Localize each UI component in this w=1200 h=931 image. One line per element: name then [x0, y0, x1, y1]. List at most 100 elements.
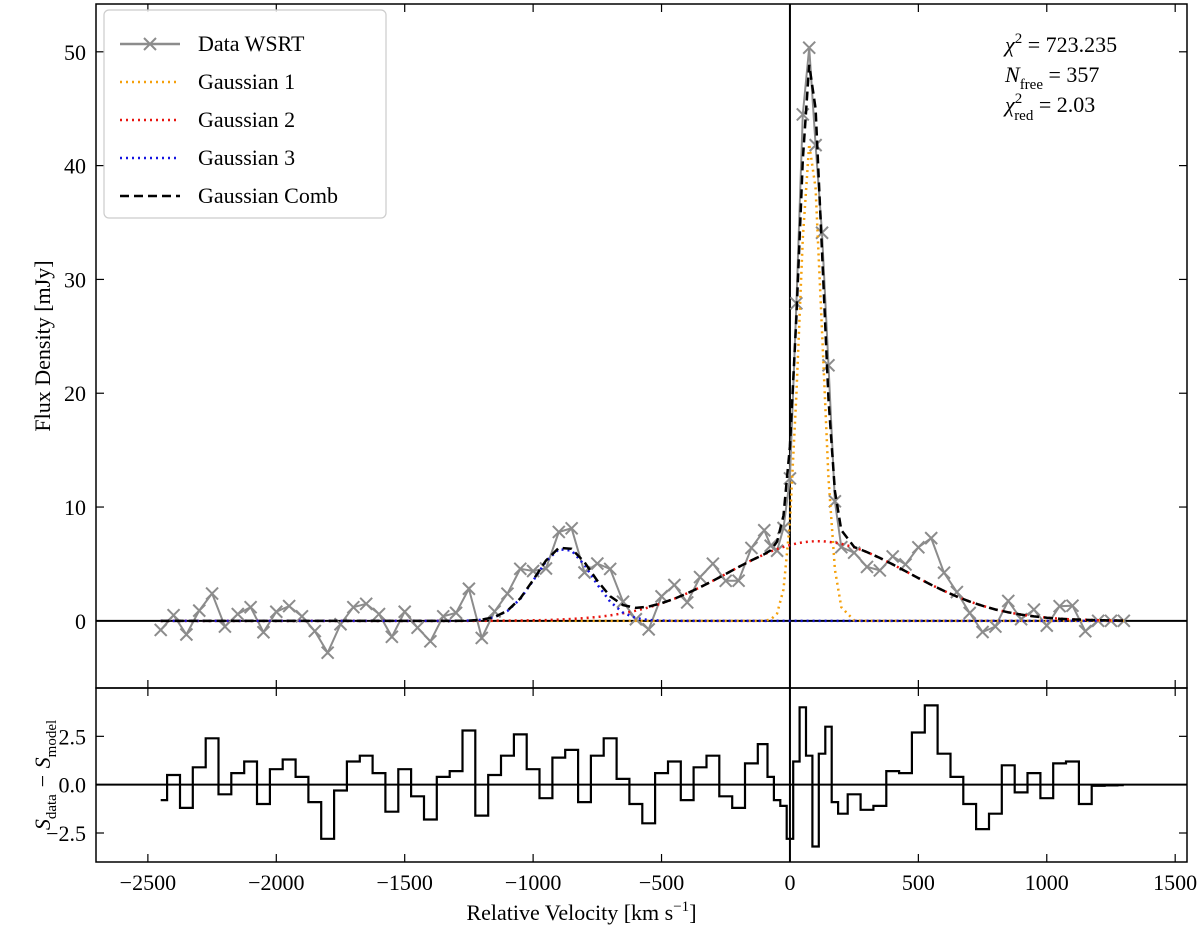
data-marker [231, 607, 245, 621]
data-marker [256, 625, 271, 639]
data-marker [166, 608, 181, 622]
data-marker [744, 541, 759, 555]
subscript: model [44, 720, 60, 758]
series-line [160, 539, 1124, 623]
data-marker [1040, 618, 1054, 633]
axes-frame [95, 687, 1188, 863]
data-marker [449, 606, 463, 620]
data-marker [860, 560, 874, 574]
data-marker [359, 597, 373, 611]
x-tick-label: −2500 [120, 870, 176, 895]
data-marker [629, 612, 643, 626]
data-marker [680, 595, 694, 610]
y-tick-label: 10 [64, 495, 86, 520]
legend-label: Gaussian Comb [198, 183, 338, 208]
legend-label: Gaussian 1 [198, 69, 295, 94]
x-tick-label: −1500 [376, 870, 432, 895]
symbol: χ [1003, 92, 1016, 117]
y-tick-label: 30 [64, 267, 86, 292]
legend-box [103, 9, 387, 219]
x-tick-label: −2000 [248, 870, 304, 895]
data-marker [552, 525, 566, 539]
data-marker [1117, 614, 1131, 628]
x-tick-label: 1000 [1025, 870, 1069, 895]
data-marker [397, 605, 412, 619]
x-axis-label: Relative Velocity [km s−1] [466, 899, 696, 925]
text: ] [689, 900, 696, 925]
value: = 723.235 [1022, 32, 1117, 57]
data-marker [963, 606, 977, 620]
value: = 2.03 [1033, 92, 1095, 117]
fit-statistic: χ2 = 723.235 [1003, 31, 1117, 57]
data-marker [911, 540, 926, 555]
data-marker [783, 471, 797, 486]
data-marker [808, 138, 823, 152]
data-marker [885, 549, 900, 564]
legend-label: Data WSRT [198, 31, 305, 56]
data-marker [192, 603, 206, 618]
series-line [160, 143, 1124, 623]
data-marker [757, 523, 771, 537]
y-tick-label: 0 [75, 609, 86, 634]
data-marker [1027, 602, 1041, 617]
legend-label: Gaussian 2 [198, 107, 295, 132]
data-marker [988, 619, 1003, 634]
data-marker [410, 620, 425, 635]
x-tick-label: −1000 [505, 870, 561, 895]
y-axis-label: Sdata − Smodel [30, 720, 60, 830]
legend-label: Gaussian 3 [198, 145, 295, 170]
data-marker [937, 566, 951, 580]
data-marker [513, 562, 527, 576]
series-line [160, 547, 1124, 623]
x-tick-label: 1500 [1153, 870, 1197, 895]
data-marker [154, 623, 168, 637]
value: = 357 [1043, 62, 1099, 87]
fit-statistic: Nfree = 357 [1004, 62, 1099, 93]
data-marker [654, 589, 669, 604]
y-tick-label: 0.0 [59, 773, 87, 798]
data-marker [706, 557, 720, 571]
subscript: data [44, 794, 60, 819]
data-marker [218, 619, 232, 634]
y-tick-label: −2.5 [46, 821, 86, 846]
legend-marker [143, 37, 157, 51]
x-tick-label: 500 [902, 870, 935, 895]
data-marker [693, 570, 707, 584]
y-tick-label: 20 [64, 381, 86, 406]
y-tick-label: 40 [64, 154, 86, 179]
data-marker [667, 578, 682, 592]
data-marker [179, 627, 194, 642]
superscript: −1 [673, 899, 689, 915]
data-marker [975, 625, 990, 639]
data-marker [770, 544, 784, 558]
data-marker [873, 563, 887, 578]
data-marker [320, 646, 335, 660]
data-marker [462, 582, 476, 596]
symbol: S [30, 819, 55, 830]
subscript: red [1014, 108, 1034, 124]
data-marker [1052, 599, 1067, 613]
data-marker [346, 600, 361, 614]
x-tick-label: 0 [784, 870, 795, 895]
data-marker [243, 600, 258, 614]
data-marker [385, 630, 399, 644]
data-marker [924, 531, 938, 545]
series-line [160, 64, 1124, 623]
superscript: 2 [1015, 91, 1023, 107]
text: Relative Velocity [km s [466, 900, 673, 925]
superscript: 2 [1015, 31, 1023, 47]
data-marker [802, 40, 816, 55]
data-marker [372, 607, 386, 621]
series-line [159, 47, 1124, 655]
data-marker [308, 624, 322, 638]
data-marker [282, 599, 296, 613]
x-tick-label: −500 [639, 870, 684, 895]
symbol: χ [1003, 32, 1016, 57]
data-marker [590, 556, 605, 571]
data-marker [475, 631, 489, 645]
residual-step [160, 704, 1124, 848]
data-marker [847, 545, 861, 560]
fit-statistic: χ2 red = 2.03 [1003, 91, 1095, 124]
data-marker [1078, 624, 1093, 638]
